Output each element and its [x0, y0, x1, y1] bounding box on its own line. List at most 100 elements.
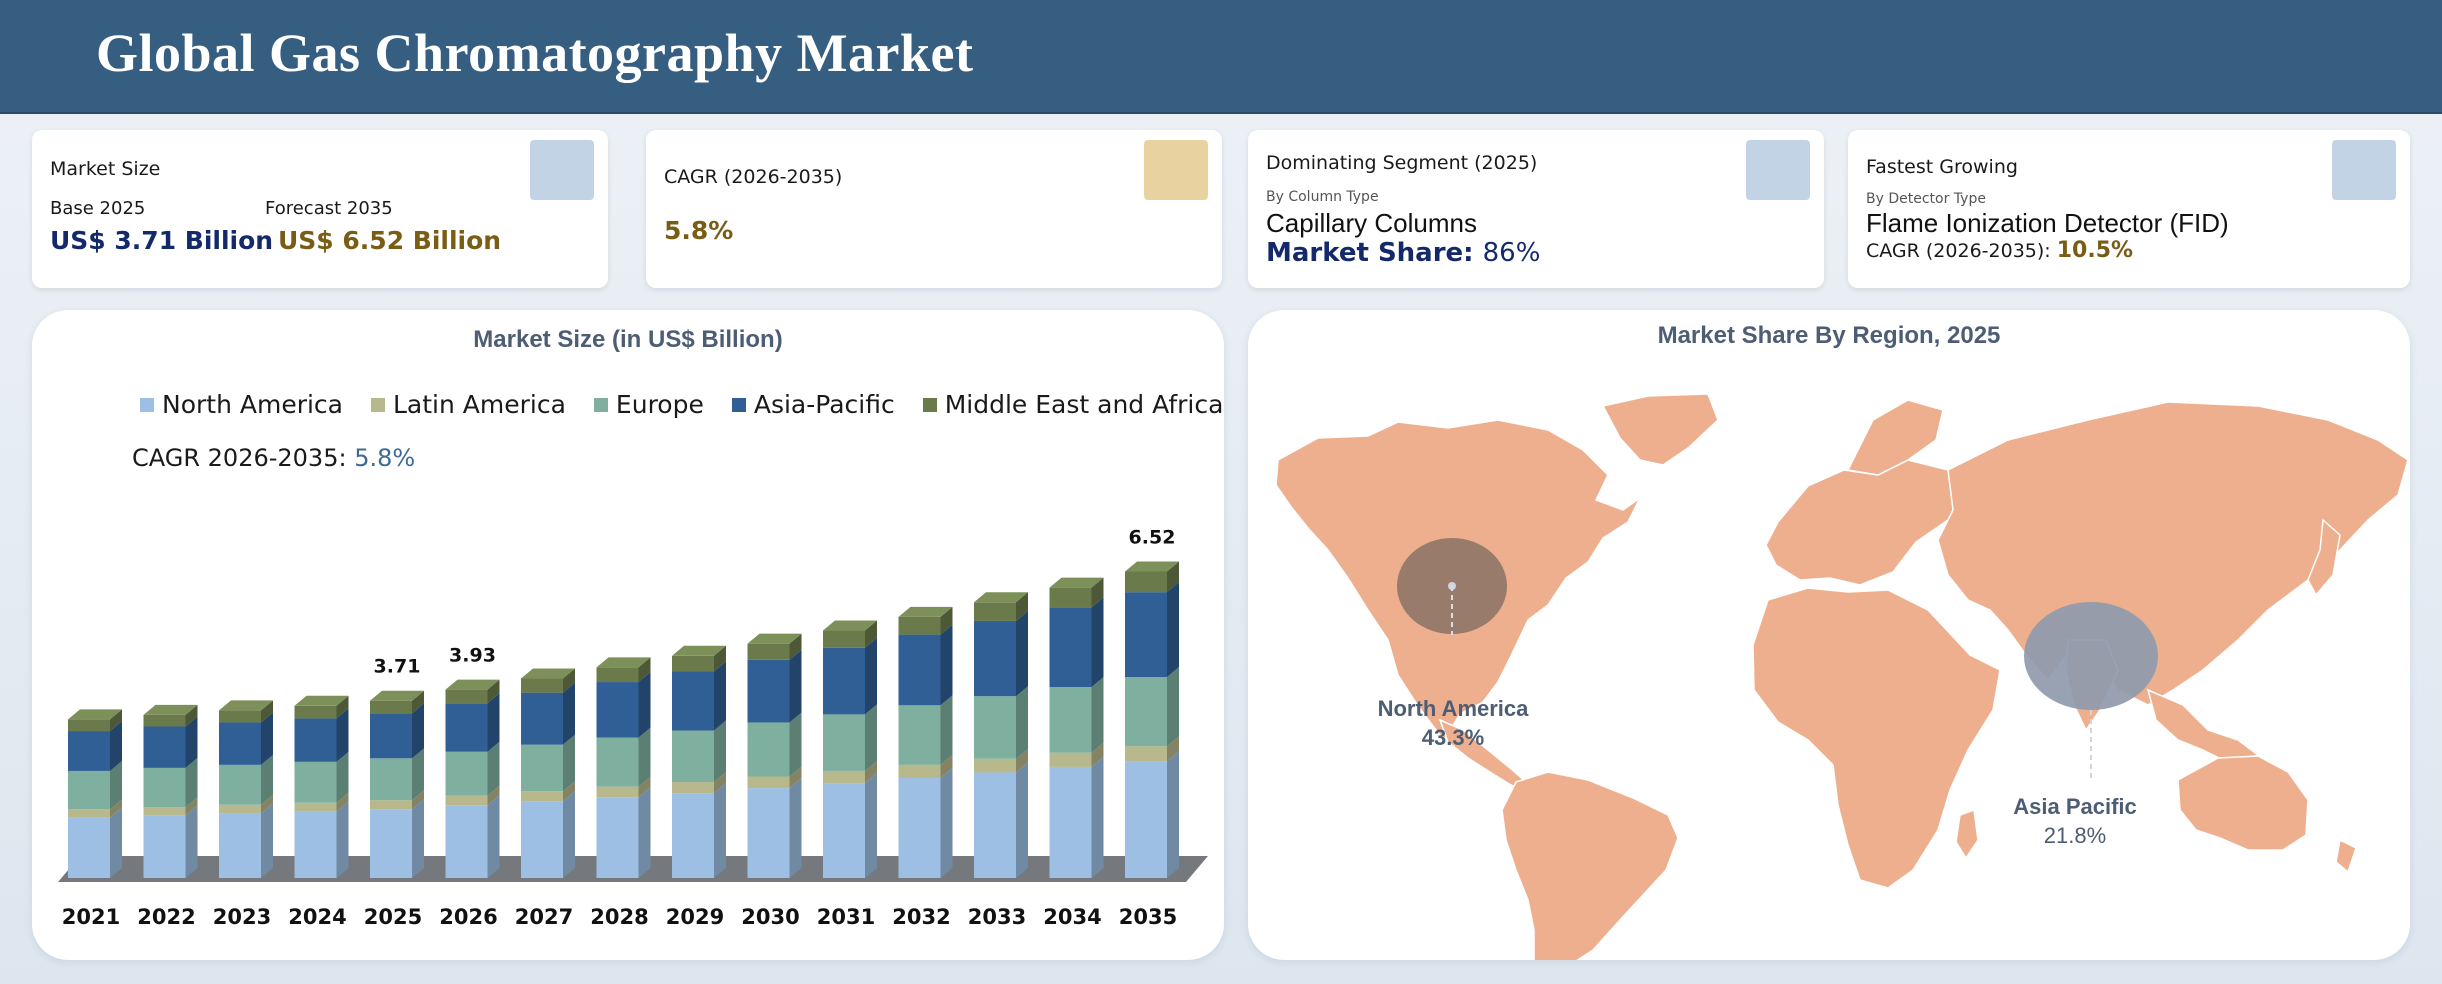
- market-size-panel: Market Size (in US$ Billion) North Ameri…: [32, 310, 1224, 960]
- bar-side-2022-0: [185, 805, 198, 878]
- card-swatch: [1746, 140, 1810, 200]
- bar-chart: 2021 2022 2023 2024 2025 3.71 2026 3.93 2027 2028…: [58, 526, 1208, 929]
- bar-side-2024-3: [336, 708, 349, 762]
- data-label-2035: 6.52: [1129, 526, 1176, 548]
- bar-segment-2024-0: [294, 811, 337, 878]
- bar-segment-2030-4: [747, 643, 790, 660]
- x-tick-label: 2035: [1119, 905, 1177, 929]
- bar-side-2025-0: [412, 799, 424, 878]
- bar-side-2035-0: [1167, 751, 1179, 878]
- bar-side-2023-1: [261, 794, 273, 814]
- segment-name: Capillary Columns: [1266, 208, 1477, 238]
- legend-item: Middle East and Africa: [922, 390, 1223, 419]
- bar-segment-2027-3: [521, 692, 563, 745]
- bar-segment-2031-3: [823, 647, 865, 715]
- bar-side-2034-0: [1091, 756, 1104, 878]
- bar-top-2029: [672, 645, 726, 656]
- share-value: 86%: [1482, 238, 1541, 268]
- bar-top-2027: [521, 668, 575, 679]
- bar-side-2031-3: [865, 637, 877, 715]
- bar-segment-2023-4: [219, 710, 261, 723]
- bar-side-2028-2: [638, 727, 651, 787]
- bar-segment-2025-3: [370, 713, 412, 759]
- bar-side-2022-4: [185, 704, 198, 727]
- legend-swatch: [371, 397, 385, 412]
- x-tick-label: 2029: [666, 905, 724, 929]
- bar-side-2025-2: [412, 748, 424, 801]
- bar-side-2030-4: [789, 633, 802, 660]
- share-label: Market Share:: [1266, 238, 1483, 268]
- bar-segment-2033-4: [974, 602, 1016, 621]
- bar-segment-2021-0: [68, 817, 110, 878]
- bar-segment-2026-1: [445, 795, 488, 806]
- bar-side-2027-3: [563, 682, 575, 745]
- bar-segment-2023-1: [219, 804, 261, 814]
- bar-segment-2029-2: [672, 730, 714, 783]
- bar-side-2023-2: [261, 754, 273, 805]
- map-title: Market Share By Region, 2025: [1657, 322, 2001, 349]
- cagr-label: CAGR 2026-2035:: [132, 444, 355, 472]
- base-value: US$ 3.71 Billion: [50, 226, 274, 255]
- region-name-north-america: North America: [1378, 696, 1530, 721]
- bar-side-2032-2: [940, 695, 953, 765]
- bar-side-2028-1: [638, 776, 651, 798]
- kpi-title: Market Size: [50, 158, 161, 180]
- bar-segment-2028-4: [596, 667, 639, 683]
- forecast-value: US$ 6.52 Billion: [278, 226, 502, 255]
- kpi-market-size-card: Market Size Base 2025 Forecast 2035 US$ …: [32, 130, 608, 288]
- bar-side-2022-3: [185, 716, 198, 768]
- legend-item: Asia-Pacific: [731, 390, 895, 419]
- bar-side-2027-2: [563, 734, 575, 792]
- bar-side-2023-3: [261, 712, 273, 765]
- bar-side-2024-0: [336, 801, 349, 878]
- bar-segment-2035-2: [1125, 677, 1167, 747]
- region-share-panel: Market Share By Region, 2025: [1248, 310, 2410, 960]
- legend-swatch: [922, 397, 937, 412]
- bar-side-2032-0: [940, 768, 953, 878]
- bar-side-2030-1: [789, 766, 802, 789]
- base-label: Base 2025: [50, 198, 146, 219]
- bar-side-2027-1: [563, 781, 575, 802]
- new-zealand-landmass: [2335, 838, 2357, 874]
- x-tick-label: 2034: [1043, 905, 1101, 929]
- header-bar: Global Gas Chromatography Market: [0, 0, 2442, 114]
- bar-segment-2030-3: [747, 659, 790, 723]
- kpi-cagr-card: CAGR (2026-2035) 5.8%: [646, 130, 1222, 288]
- africa-landmass: [1752, 587, 2001, 889]
- bar-top-2026: [445, 679, 500, 690]
- bar-segment-2022-2: [143, 767, 186, 808]
- bar-side-2031-4: [865, 620, 877, 648]
- bar-segment-2033-2: [974, 696, 1016, 759]
- bar-top-2035: [1125, 561, 1179, 572]
- bar-side-2024-2: [336, 751, 349, 803]
- bar-side-2022-2: [185, 757, 198, 808]
- australia-landmass: [2177, 755, 2309, 851]
- bar-side-2029-1: [714, 772, 726, 794]
- bar-side-2021-3: [110, 721, 122, 771]
- cagr-value: 5.8%: [664, 216, 734, 245]
- bar-segment-2031-0: [823, 783, 865, 878]
- legend-swatch: [593, 397, 608, 412]
- bar-segment-2035-1: [1125, 746, 1167, 762]
- cagr-value: 10.5%: [2056, 238, 2134, 263]
- bar-segment-2033-3: [974, 620, 1016, 697]
- bar-top-2022: [143, 704, 198, 715]
- x-tick-label: 2031: [817, 905, 875, 929]
- bar-segment-2032-0: [898, 778, 941, 878]
- card-swatch: [1144, 140, 1208, 200]
- bar-segment-2034-0: [1049, 766, 1092, 878]
- bar-side-2026-3: [487, 693, 500, 752]
- x-tick-label: 2033: [968, 905, 1026, 929]
- bar-side-2031-2: [865, 704, 877, 771]
- bar-top-2028: [596, 657, 651, 668]
- bar-side-2028-3: [638, 672, 651, 738]
- scandinavia-landmass: [1846, 399, 1944, 476]
- bar-segment-2030-2: [747, 722, 790, 777]
- world-map: North America 43.3% Asia Pacific 21.8%: [1275, 393, 2409, 960]
- legend-item: Europe: [593, 390, 704, 419]
- legend-swatch: [731, 397, 746, 412]
- x-tick-label: 2028: [590, 905, 648, 929]
- x-tick-label: 2026: [439, 905, 497, 929]
- bar-segment-2026-2: [445, 751, 488, 796]
- bar-side-2035-2: [1167, 667, 1179, 747]
